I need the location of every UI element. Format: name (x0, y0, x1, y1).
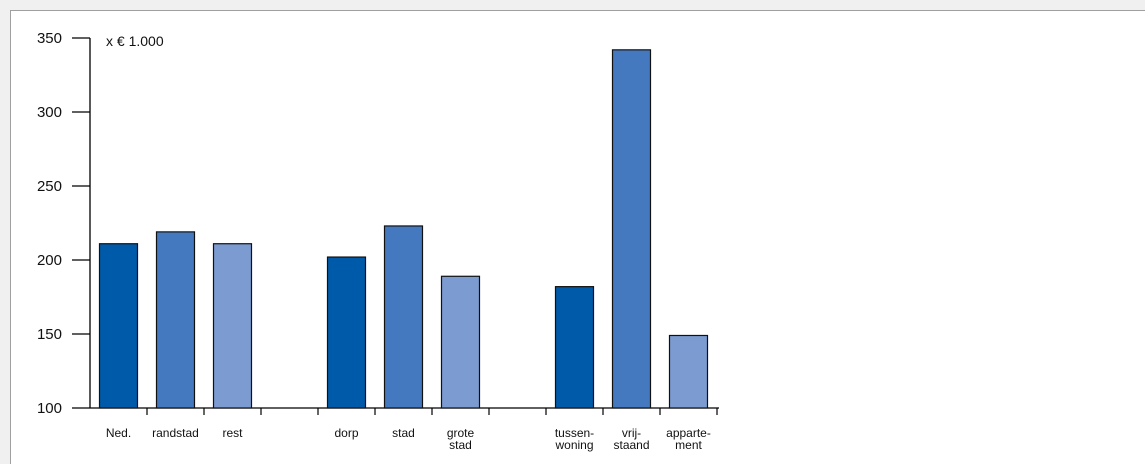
y-tick-label: 250 (37, 178, 62, 195)
bar (440, 275, 481, 409)
bar (326, 256, 367, 409)
bar (668, 334, 709, 409)
y-tick-label: 300 (37, 104, 62, 121)
bar (155, 231, 196, 409)
bar (212, 243, 253, 409)
bar (611, 49, 652, 409)
bar (98, 243, 139, 409)
x-category-label: rest (222, 426, 243, 440)
x-category-label: vrij-staand (613, 426, 649, 452)
y-tick-label: 200 (37, 252, 62, 269)
x-category-label: tussen-woning (554, 426, 594, 452)
unit-label: x € 1.000 (106, 33, 164, 49)
x-category-label: grote stad (447, 426, 475, 452)
y-tick-label: 100 (37, 400, 62, 417)
bar (554, 286, 595, 409)
bar (383, 225, 424, 409)
x-category-label: Ned. (106, 426, 131, 440)
x-category-label: dorp (334, 426, 358, 440)
x-category-label: stad (392, 426, 415, 440)
y-tick-label: 150 (37, 326, 62, 343)
y-tick-label: 350 (37, 30, 62, 47)
bar-layer (98, 49, 709, 409)
label-layer: Ned. randstad rest dorp stad grote stad tussen-… (106, 426, 711, 452)
x-category-label: apparte-ment (666, 426, 711, 452)
x-category-label: randstad (152, 426, 199, 440)
